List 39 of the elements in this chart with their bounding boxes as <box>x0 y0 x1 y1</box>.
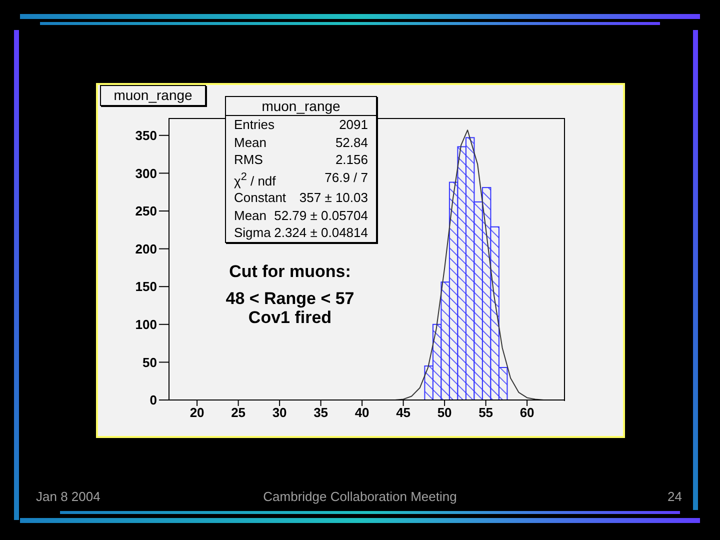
y-tick-label: 0 <box>150 392 157 408</box>
x-tick-label: 35 <box>314 405 328 420</box>
y-tick-label: 350 <box>135 128 157 144</box>
annotation: 48 < Range < 57 <box>224 289 356 309</box>
text: muon_range <box>226 97 376 116</box>
annotation: 76.9 / 7 <box>324 168 368 186</box>
x-tick-label: 20 <box>190 405 204 420</box>
annotation: Entries <box>234 116 274 134</box>
annotation: Mean <box>234 134 267 151</box>
annotation: RMS <box>234 151 263 168</box>
annotation: 52.84 <box>335 134 368 151</box>
y-tick-label: 150 <box>135 279 157 294</box>
annotation: 357 ± 10.03 <box>299 189 368 207</box>
x-tick-label: 40 <box>354 405 370 420</box>
annotation: 2.156 <box>335 151 368 168</box>
annotation: Cut for muons: <box>228 262 352 282</box>
y-tick-label: 250 <box>135 204 157 219</box>
y-tick-label: 300 <box>135 166 157 181</box>
x-tick-label: 45 <box>396 405 411 420</box>
text: 24 <box>666 489 682 504</box>
y-tick-label: 100 <box>135 317 157 332</box>
x-tick-label: 55 <box>478 405 494 420</box>
annotation: χ$^{2}$ / ndf <box>234 170 276 190</box>
y-tick-label: 200 <box>135 241 157 256</box>
x-tick-label: 60 <box>520 405 534 420</box>
annotation: Cov1 fired <box>247 308 333 328</box>
annotation: 2.324 ± 0.04814 <box>274 224 368 242</box>
y-tick-label: 50 <box>142 354 157 370</box>
annotation: 52.79 ± 0.05704 <box>274 206 368 224</box>
annotation: 2091 <box>339 116 368 134</box>
x-tick-label: 30 <box>272 405 287 420</box>
annotation: Sigma <box>234 224 271 242</box>
annotation: Constant <box>234 189 286 207</box>
x-tick-label: 25 <box>231 405 246 420</box>
text: Jan 8 2004 <box>36 489 100 504</box>
chart-title: muon_range <box>100 85 206 106</box>
text: Cambridge Collaboration Meeting <box>262 489 458 504</box>
x-tick-label: 50 <box>437 405 452 420</box>
annotation: Mean <box>234 206 267 224</box>
